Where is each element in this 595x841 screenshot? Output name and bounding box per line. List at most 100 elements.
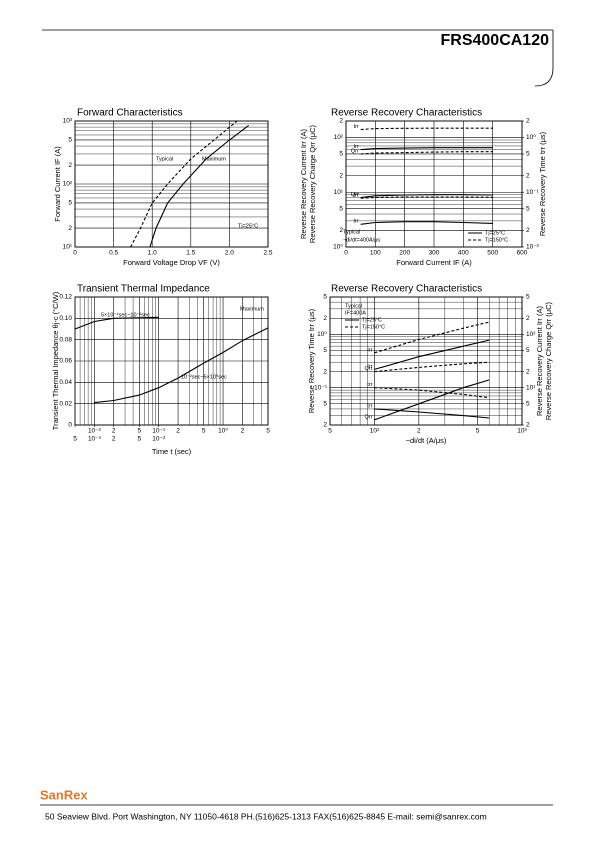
annotation: 10⁻²sec~5×10⁰sec <box>181 373 227 380</box>
x2-tick-label: 10⁻³ <box>88 436 102 443</box>
x-tick-label: 600 <box>517 250 528 257</box>
chart-title: Reverse Recovery Characteristics <box>331 108 482 119</box>
chart-title: Forward Characteristics <box>77 108 183 119</box>
annotation: Tj=25°C <box>238 223 258 229</box>
x-tick-label: 500 <box>487 250 498 257</box>
x-tick-label: 1.0 <box>148 250 157 257</box>
y-tick-label: 10⁰ <box>317 331 327 338</box>
curve <box>360 196 493 199</box>
y2-axis-label: Reverse Recovery Current Irr (A) <box>535 305 544 416</box>
curve <box>374 387 490 399</box>
curve <box>360 221 493 225</box>
y-tick-label: 0 <box>68 422 72 429</box>
y-axis-label: Transient Thermal Impedance θj-c (°C/W) <box>51 291 60 430</box>
chart-title: Reverse Recovery Characteristics <box>331 284 482 295</box>
y-tick-label: 10² <box>63 181 73 188</box>
legend-label: Tj=150°C <box>362 324 385 330</box>
curve-label: trr <box>367 382 372 388</box>
legend-label: Tj=25°C <box>485 230 505 236</box>
x-axis-label: Forward Voltage Drop VF (V) <box>123 258 220 267</box>
y2-tick-label: 2 <box>526 422 530 429</box>
y2-tick-label: 2 <box>526 118 530 125</box>
x2-tick-label: 10⁻² <box>152 436 166 443</box>
y-tick-label: 10⁰ <box>333 244 343 251</box>
part-number: FRS400CA120 <box>441 32 550 49</box>
y-tick-label: 2 <box>323 315 327 322</box>
x-tick-label: 10⁰ <box>218 428 228 435</box>
annotation: IF=400A <box>345 310 366 316</box>
y-tick-label: 2 <box>323 368 327 375</box>
x-tick-label: 2 <box>112 428 116 435</box>
y2-tick-label: 10⁻¹ <box>526 189 540 196</box>
x-tick-label: 2 <box>417 428 421 435</box>
y-tick-label: 0.06 <box>59 358 72 365</box>
x-tick-label: 400 <box>458 250 469 257</box>
curve-label: Irr <box>353 144 358 150</box>
x-tick-label: 1.5 <box>186 250 195 257</box>
curve <box>374 379 490 421</box>
curve <box>360 151 493 155</box>
y2-tick-label: 2 <box>526 368 530 375</box>
y-tick-label: 5 <box>323 400 327 407</box>
x-tick-label: 5 <box>202 428 206 435</box>
y-axis-label: Reverse Recovery Charge Qrr (μC) <box>308 124 317 243</box>
x-tick-label: 5 <box>476 428 480 435</box>
y-tick-label: 10⁻¹ <box>314 384 328 391</box>
y-tick-label: 2 <box>68 225 72 232</box>
curve <box>374 339 490 370</box>
x-tick-label: 200 <box>399 250 410 257</box>
chart-title: Transient Thermal Impedance <box>77 284 210 295</box>
curve-label: Typical <box>156 156 173 162</box>
curve-label: trr <box>367 403 372 409</box>
x-tick-label: 0 <box>73 250 77 257</box>
curve <box>374 361 490 373</box>
y2-axis-label: Reverse Recovery Time trr (μs) <box>538 131 547 236</box>
annotation: Maximum <box>240 306 264 312</box>
x-axis-label: Time t (sec) <box>152 447 192 456</box>
y-tick-label: 2 <box>323 422 327 429</box>
x-tick-label: 5 <box>328 428 332 435</box>
x-tick-label: 10³ <box>517 428 527 435</box>
y-tick-label: 10² <box>334 134 344 141</box>
y2-tick-label: 2 <box>526 227 530 234</box>
y-tick-label: 0.08 <box>59 336 72 343</box>
y2-tick-label: 2 <box>526 315 530 322</box>
x-tick-label: 10⁻² <box>88 428 102 435</box>
y-tick-label: 5 <box>68 137 72 144</box>
curve <box>149 124 250 248</box>
y2-tick-label: 5 <box>526 205 530 212</box>
y-tick-label: 10¹ <box>334 189 344 196</box>
annotation: Typical <box>343 229 360 235</box>
plot-frame <box>74 120 269 248</box>
y2-tick-label: 10⁰ <box>526 134 536 141</box>
y-tick-label: 2 <box>339 172 343 179</box>
x2-tick-label: 5 <box>138 436 142 443</box>
curve-label: Irr <box>353 124 358 130</box>
y-tick-label: 5 <box>323 294 327 301</box>
y2-tick-label: 2 <box>526 172 530 179</box>
x-axis-label: −di/dt (A/μs) <box>406 436 447 445</box>
address: 50 Seaview Blvd. Port Washington, NY 110… <box>45 811 487 821</box>
plot-frame <box>329 296 523 426</box>
header-border <box>534 30 554 87</box>
x-tick-label: 300 <box>429 250 440 257</box>
x-tick-label: 2.0 <box>225 250 234 257</box>
x2-tick-label: 5 <box>73 436 77 443</box>
logo: SanRex <box>40 787 88 802</box>
y-tick-label: 0.02 <box>59 400 72 407</box>
y-tick-label: 5 <box>323 347 327 354</box>
y-axis-label: Reverse Recovery Current Irr (A) <box>299 128 308 239</box>
x-tick-label: 100 <box>370 250 381 257</box>
x-tick-label: 2.5 <box>263 250 272 257</box>
curve-label: Qrr <box>351 148 359 154</box>
y2-tick-label: 5 <box>526 294 530 301</box>
x-tick-label: 0 <box>344 250 348 257</box>
curve <box>130 120 238 248</box>
curve-label: Irr <box>367 364 372 370</box>
x-tick-label: 2 <box>241 428 245 435</box>
curve-label: Maximum <box>202 156 226 162</box>
plot-frame <box>345 120 523 248</box>
y-axis-label: Forward Current IF (A) <box>53 146 62 222</box>
